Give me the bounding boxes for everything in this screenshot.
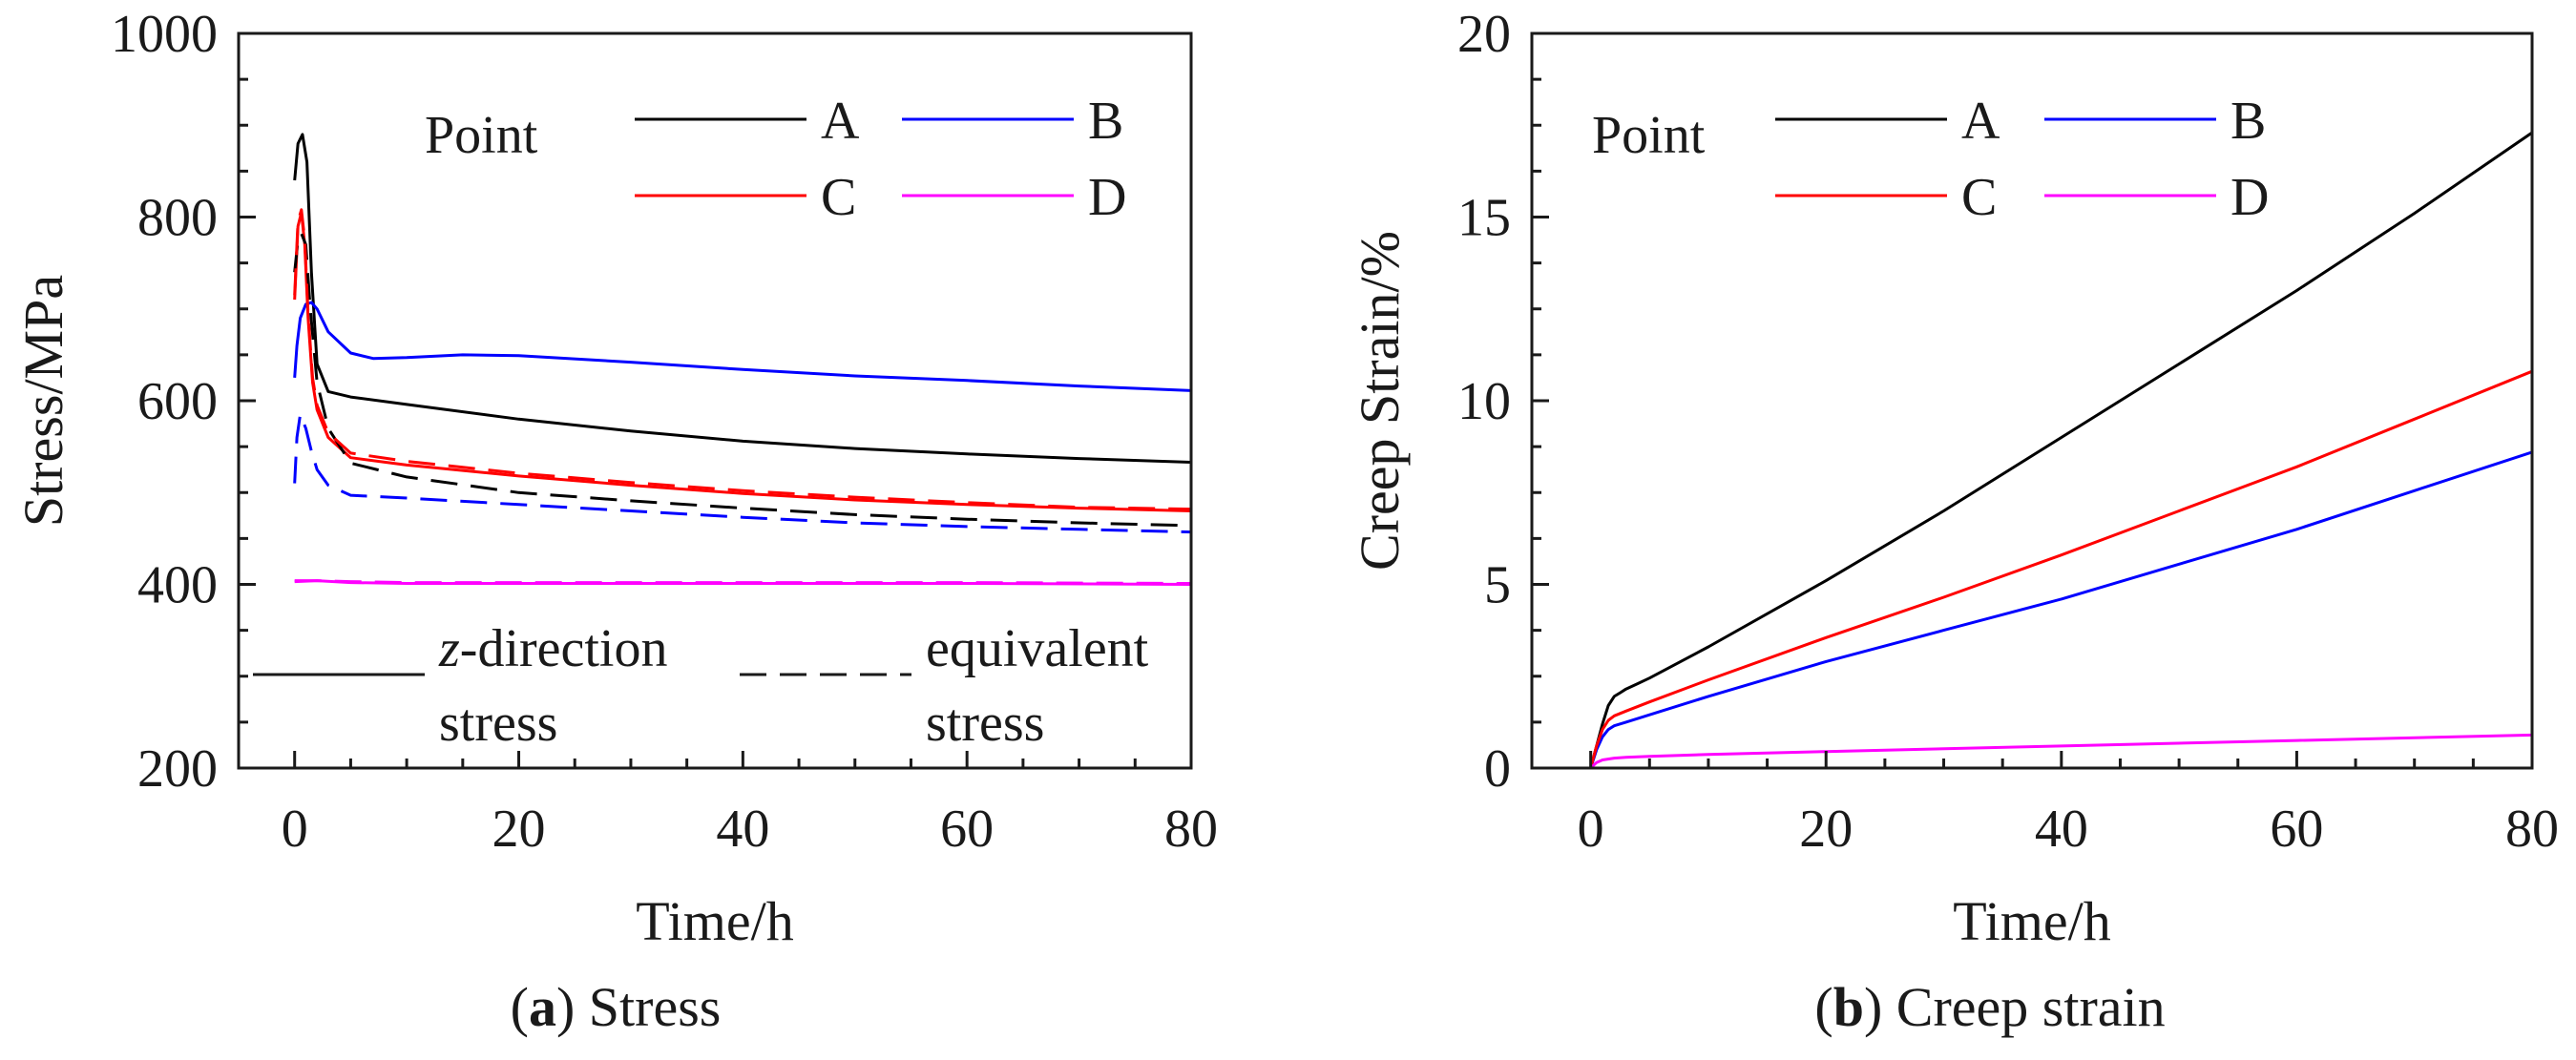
- y-tick-label: 20: [1457, 5, 1511, 64]
- legend: Point A B C D: [425, 92, 1126, 227]
- x-tick-label: 60: [940, 800, 994, 859]
- chart-panel-a: 200 400 600 800 1000 0 20 40 60 80 Time/h Stress/MP…: [12, 5, 1218, 1038]
- style-legend-solid-label: z-direction: [438, 619, 667, 678]
- y-axis-label: Creep Strain/%: [1349, 231, 1411, 571]
- legend-label-c: C: [821, 168, 856, 227]
- y-tick-label: 15: [1457, 189, 1511, 248]
- series-line-a-solid: [293, 133, 1191, 464]
- x-tick-label: 40: [716, 800, 769, 859]
- series-line-a-dashed: [293, 232, 1191, 528]
- y-tick-label: 600: [137, 372, 218, 431]
- style-legend-dashed-label-line2: stress: [926, 694, 1044, 753]
- series-line-d-solid: [1589, 733, 2532, 768]
- legend-label-a: A: [1961, 92, 2000, 151]
- series-line-c-solid: [1589, 369, 2532, 768]
- legend-label-b: B: [2230, 92, 2266, 151]
- legend-label-c: C: [1961, 168, 1997, 227]
- series-line-b-dashed: [293, 412, 1191, 534]
- y-tick-label: 10: [1457, 372, 1511, 431]
- series-line-b-solid: [1589, 450, 2532, 768]
- x-tick-label: 80: [1164, 800, 1218, 859]
- x-tick-label: 20: [1799, 800, 1853, 859]
- y-tick-label: 200: [137, 739, 218, 799]
- y-tick-label: 1000: [111, 5, 218, 64]
- chart-panel-b: 0 5 10 15 20 0 20 40 60 80 Time/h Creep Strain/% Poi…: [1349, 5, 2559, 1038]
- y-tick-label: 400: [137, 556, 218, 615]
- legend-title: Point: [425, 106, 538, 165]
- legend-label-b: B: [1088, 92, 1123, 151]
- series-line-c-dashed: [293, 208, 1191, 511]
- series-line-d-dashed: [294, 579, 1191, 585]
- series-line-a-solid: [1589, 131, 2532, 768]
- legend-label-a: A: [821, 92, 860, 151]
- legend-title: Point: [1592, 106, 1706, 165]
- style-legend-dashed-label: equivalent: [926, 619, 1149, 678]
- x-tick-label: 60: [2270, 800, 2323, 859]
- style-legend: z-direction stress equivalent stress: [253, 619, 1149, 753]
- series-group: [293, 133, 1191, 586]
- legend-label-d: D: [2230, 168, 2269, 227]
- x-tick-label: 40: [2035, 800, 2088, 859]
- legend: Point A B C D: [1592, 92, 2269, 227]
- series-group: [1589, 131, 2532, 768]
- y-tick-label: 800: [137, 189, 218, 248]
- style-legend-solid-label-line2: stress: [439, 694, 557, 753]
- y-tick-label: 5: [1484, 556, 1511, 615]
- x-axis-label: Time/h: [636, 890, 793, 952]
- series-line-b-solid: [293, 301, 1191, 392]
- legend-label-d: D: [1088, 168, 1126, 227]
- series-line-c-solid: [293, 211, 1191, 512]
- panel-caption: (a) Stress: [511, 976, 722, 1038]
- x-tick-label: 80: [2505, 800, 2559, 859]
- x-tick-label: 0: [282, 800, 308, 859]
- panel-caption: (b) Creep strain: [1814, 976, 2165, 1038]
- x-axis-label: Time/h: [1953, 890, 2110, 952]
- y-axis-label: Stress/MPa: [12, 275, 74, 527]
- x-tick-label: 0: [1578, 800, 1604, 859]
- x-tick-label: 20: [492, 800, 546, 859]
- y-tick-label: 0: [1484, 739, 1511, 799]
